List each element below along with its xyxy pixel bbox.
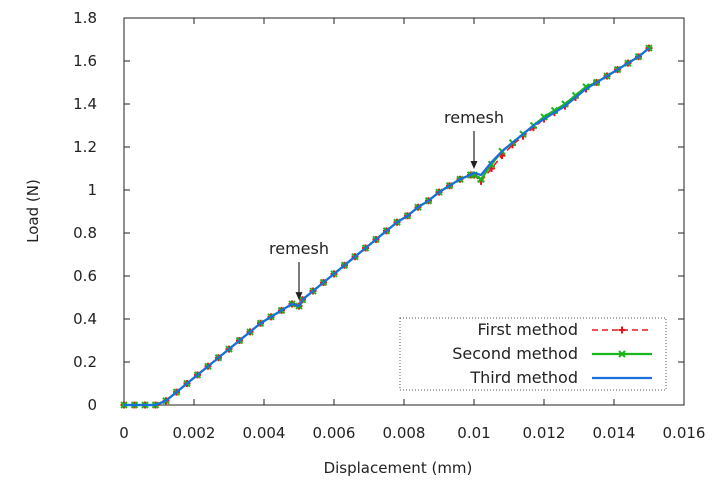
legend-label-first-method: First method — [477, 320, 578, 339]
y-tick-label: 0.4 — [73, 310, 97, 328]
annotation-arrowhead — [295, 292, 303, 301]
legend-marker-first-method — [618, 326, 626, 334]
x-tick-label: 0.016 — [663, 424, 706, 442]
series-layer — [120, 44, 653, 409]
x-tick-label: 0.008 — [383, 424, 426, 442]
series-line-third-method — [124, 47, 650, 407]
y-axis-title: Load (N) — [24, 179, 42, 243]
series-third-method — [124, 47, 650, 407]
data-point-second-method — [571, 91, 580, 100]
x-tick-label: 0.012 — [523, 424, 566, 442]
y-tick-label: 1.6 — [73, 52, 97, 70]
x-tick-label: 0.006 — [313, 424, 356, 442]
y-tick-label: 1 — [87, 181, 97, 199]
legend-marker-second-method — [618, 350, 626, 358]
annotations: remesh remesh — [269, 108, 504, 301]
x-tick-label: 0.01 — [457, 424, 490, 442]
y-tick-label: 0 — [87, 396, 97, 414]
x-tick-label: 0 — [119, 424, 129, 442]
y-tick-label: 0.6 — [73, 267, 97, 285]
y-tick-label: 0.8 — [73, 224, 97, 242]
legend-label-third-method: Third method — [469, 368, 578, 387]
annotation-label: remesh — [269, 239, 329, 258]
y-tick-label: 1.4 — [73, 95, 97, 113]
data-point-second-method — [477, 175, 485, 183]
x-tick-label: 0.004 — [243, 424, 286, 442]
legend-label-second-method: Second method — [452, 344, 578, 363]
y-tick-label: 1.2 — [73, 138, 97, 156]
x-axis: 0 0.002 0.004 0.006 0.008 0.01 0.012 0.014 0.016 — [119, 18, 705, 442]
x-tick-label: 0.002 — [173, 424, 216, 442]
legend-samples — [592, 326, 652, 380]
annotation-arrowhead — [470, 160, 478, 169]
x-tick-label: 0.014 — [593, 424, 636, 442]
data-point-second-method — [561, 100, 569, 108]
annotation-label: remesh — [444, 108, 504, 127]
legend: First method Second method Third method — [399, 317, 667, 391]
x-axis-title: Displacement (mm) — [324, 459, 473, 477]
y-axis: 0 0.2 0.4 0.6 0.8 1 1.2 1.4 1.6 1.8 — [73, 9, 684, 414]
y-tick-label: 1.8 — [73, 9, 97, 27]
y-tick-label: 0.2 — [73, 353, 97, 371]
